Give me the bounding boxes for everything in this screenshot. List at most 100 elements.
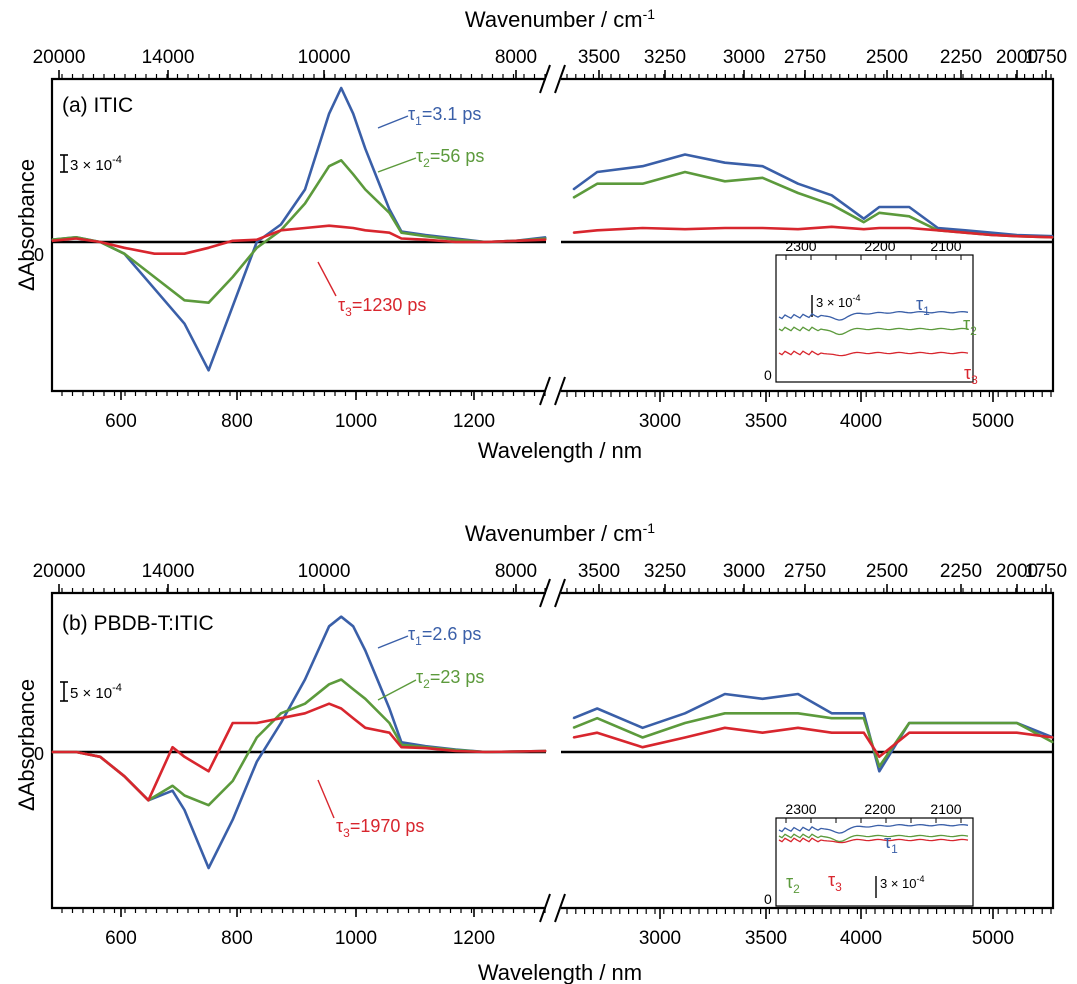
series-line-1-visible xyxy=(52,615,547,870)
tau-label-3: τ3=1230 ps xyxy=(338,295,426,319)
data-point xyxy=(75,237,77,240)
data-point xyxy=(280,722,282,724)
inset-frame xyxy=(775,254,974,383)
tau-label-2: τ2=23 ps xyxy=(416,667,484,691)
data-point xyxy=(908,227,910,229)
data-point xyxy=(831,204,833,206)
data-point xyxy=(183,756,186,758)
top-tick-label: 3000 xyxy=(723,47,765,68)
data-point xyxy=(908,732,910,734)
frame-left xyxy=(50,77,546,393)
data-point xyxy=(256,722,258,724)
data-point xyxy=(515,240,517,242)
data-point xyxy=(388,732,390,734)
data-point xyxy=(51,240,53,242)
series-line-1-ir xyxy=(572,153,1054,238)
data-point xyxy=(596,707,598,710)
top-tick-label: 8000 xyxy=(495,47,537,68)
data-point xyxy=(990,722,993,724)
data-point xyxy=(596,732,598,734)
data-point xyxy=(256,239,258,241)
data-point xyxy=(908,206,910,208)
inset-frame xyxy=(775,817,974,907)
data-point xyxy=(364,148,366,150)
data-point xyxy=(642,746,644,748)
inset-zero-label: 0 xyxy=(764,891,772,907)
data-point xyxy=(761,165,764,167)
data-point xyxy=(328,113,330,115)
data-point xyxy=(485,751,487,753)
data-point xyxy=(831,712,833,714)
top-axis-label: Wavenumber / cm-1 xyxy=(465,6,655,32)
data-point xyxy=(878,227,880,229)
inset-zero-label: 0 xyxy=(764,367,772,383)
data-point xyxy=(724,162,726,164)
top-tick-label: 20000 xyxy=(33,561,86,582)
data-point xyxy=(183,323,186,325)
data-point xyxy=(304,712,306,714)
data-point xyxy=(147,799,149,801)
data-point xyxy=(797,693,799,695)
tau-leader-line xyxy=(317,261,337,297)
data-point xyxy=(878,770,880,772)
data-point xyxy=(352,173,354,175)
data-point xyxy=(863,221,865,223)
top-tick-label: 2250 xyxy=(940,561,982,582)
data-point xyxy=(208,804,210,806)
bottom-tick-label: 600 xyxy=(105,411,137,432)
axis-break-mark xyxy=(554,64,566,94)
inset-tau-label-3: τ3 xyxy=(964,363,978,387)
bottom-tick-label: 3500 xyxy=(745,411,787,432)
data-point xyxy=(232,722,234,724)
data-point xyxy=(280,229,282,231)
data-point xyxy=(388,208,390,210)
inset: 2300 2200 2100 0 3 × 10-4 τ1 τ2 τ3 xyxy=(764,238,978,387)
data-point xyxy=(328,625,330,627)
series-line-3-visible xyxy=(51,224,547,255)
frame-right xyxy=(561,591,1055,910)
scale-bar: 5 × 10-4 xyxy=(60,681,122,702)
data-point xyxy=(964,732,966,734)
data-point xyxy=(340,616,342,618)
data-point xyxy=(863,228,865,230)
data-point xyxy=(183,809,186,811)
data-point xyxy=(572,736,574,739)
top-tick-label: 20000 xyxy=(33,47,86,68)
inset-tick-label: 2100 xyxy=(930,238,961,254)
data-point xyxy=(572,717,574,719)
data-point xyxy=(328,703,330,705)
data-point xyxy=(328,165,330,167)
data-point xyxy=(364,698,366,700)
data-point xyxy=(328,225,330,227)
data-point xyxy=(455,239,457,241)
tau-leader-line xyxy=(377,157,417,173)
data-point xyxy=(724,227,726,229)
top-tick-label: 3500 xyxy=(578,561,620,582)
inset-tau-label-1: τ1 xyxy=(884,832,898,856)
top-tick-label: 3500 xyxy=(578,47,620,68)
data-point xyxy=(863,717,865,719)
inset-trace-3 xyxy=(778,837,969,844)
zero-label: 0 xyxy=(34,744,44,764)
frame-left xyxy=(50,591,546,910)
data-point xyxy=(424,747,427,749)
axis-break-mark xyxy=(554,578,566,608)
data-point xyxy=(485,241,487,243)
data-point xyxy=(1052,236,1054,238)
bottom-tick-label: 3500 xyxy=(745,928,787,949)
data-point xyxy=(364,229,366,231)
data-point xyxy=(831,226,833,228)
data-point xyxy=(964,722,966,724)
data-point xyxy=(340,159,342,161)
data-point xyxy=(1016,235,1018,237)
data-point xyxy=(232,240,234,242)
data-point xyxy=(232,276,234,278)
top-tick-label: 3000 xyxy=(723,561,765,582)
top-tick-label: 2750 xyxy=(784,47,826,68)
data-point xyxy=(724,727,726,729)
tau-label-3: τ3=1970 ps xyxy=(336,816,424,840)
data-point xyxy=(1016,732,1018,734)
data-point xyxy=(232,819,234,821)
data-point xyxy=(515,750,517,753)
